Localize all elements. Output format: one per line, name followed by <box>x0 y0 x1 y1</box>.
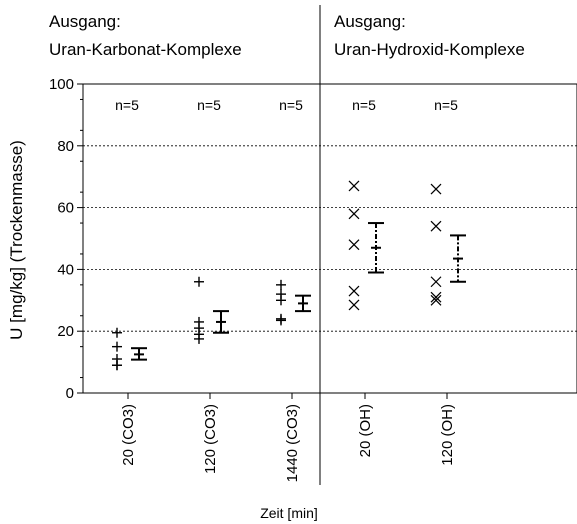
x-tick-label-1: 120 (CO3) <box>202 404 219 474</box>
n-label-4: n=5 <box>434 97 458 113</box>
n-label-1: n=5 <box>197 97 221 113</box>
error-bar-4 <box>450 234 466 283</box>
data-point-4-3 <box>430 291 442 303</box>
x-tick-label-2: 1440 (CO3) <box>284 404 301 482</box>
x-tick-label-3: 20 (OH) <box>357 404 374 457</box>
y-tick-label-60: 60 <box>57 200 74 217</box>
data-point-4-0 <box>430 183 442 195</box>
x-tick-label-4: 120 (OH) <box>439 404 456 466</box>
data-point-3-1 <box>348 208 360 220</box>
data-point-2-0 <box>276 279 286 290</box>
data-point-1-0 <box>194 276 204 287</box>
n-label-0: n=5 <box>115 97 139 113</box>
data-points <box>112 180 442 371</box>
data-point-0-4 <box>112 360 122 371</box>
plot-frame <box>82 83 577 394</box>
error-bar-3 <box>368 222 384 274</box>
data-point-2-2 <box>276 295 286 306</box>
y-tick-label-0: 0 <box>66 385 74 402</box>
y-tick-label-20: 20 <box>57 323 74 340</box>
data-point-stroke <box>430 276 442 288</box>
mean-error-bars <box>131 222 466 361</box>
data-point-2-4 <box>276 315 286 326</box>
group-header-hydroxide-line2: Uran-Hydroxid-Komplexe <box>334 40 525 59</box>
data-point-3-4 <box>348 299 360 311</box>
n-label-3: n=5 <box>352 97 376 113</box>
data-point-3-3 <box>348 285 360 297</box>
y-axis: 0 20 40 60 80 100 <box>49 76 83 402</box>
n-label-2: n=5 <box>279 97 303 113</box>
error-bar-1 <box>213 310 229 334</box>
group-header-hydroxide-line1: Ausgang: <box>334 12 406 31</box>
y-axis-label: U [mg/kg] (Trockenmasse) <box>7 140 26 340</box>
data-point-stroke <box>348 180 360 192</box>
data-point-stroke <box>348 208 360 220</box>
error-bar-0 <box>131 347 147 361</box>
group-header-carbonate-line1: Ausgang: <box>49 12 121 31</box>
error-bar-2 <box>295 294 311 313</box>
data-point-stroke <box>348 299 360 311</box>
y-tick-label-40: 40 <box>57 261 74 278</box>
x-tick-labels: 20 (CO3) 120 (CO3) 1440 (CO3) 20 (OH) 120 (O… <box>120 393 456 482</box>
y-tick-label-100: 100 <box>49 76 74 93</box>
data-point-0-1 <box>112 341 122 352</box>
data-point-4-4 <box>430 294 442 306</box>
data-point-stroke <box>430 183 442 195</box>
group-header-carbonate-line2: Uran-Karbonat-Komplexe <box>49 40 242 59</box>
data-point-3-0 <box>348 180 360 192</box>
gridlines <box>83 145 577 332</box>
data-point-4-1 <box>430 220 442 232</box>
data-point-stroke <box>430 294 442 306</box>
data-point-stroke <box>348 239 360 251</box>
y-tick-label-80: 80 <box>57 138 74 155</box>
data-point-0-0 <box>112 327 122 338</box>
data-point-stroke <box>348 285 360 297</box>
data-point-4-2 <box>430 276 442 288</box>
x-tick-label-0: 20 (CO3) <box>120 404 137 466</box>
data-point-stroke <box>430 291 442 303</box>
data-point-1-4 <box>194 333 204 344</box>
data-point-3-2 <box>348 239 360 251</box>
n-labels: n=5 n=5 n=5 n=5 n=5 <box>115 97 458 113</box>
data-point-stroke <box>430 220 442 232</box>
x-axis-label: Zeit [min] <box>260 505 318 521</box>
